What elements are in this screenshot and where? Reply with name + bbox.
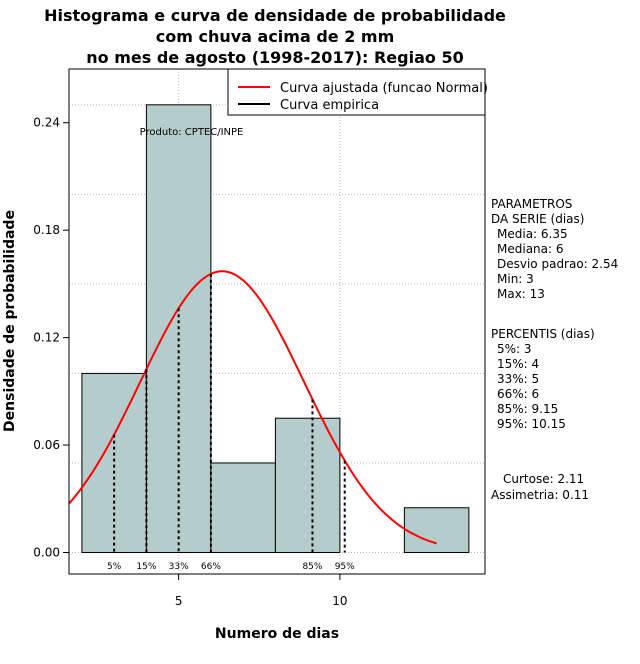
product-annotation: Produto: CPTEC/INPE	[140, 127, 244, 138]
x-tick-label: 10	[332, 594, 347, 608]
percentile-marker-label: 66%	[201, 562, 221, 572]
stat-line: Curtose: 2.11	[503, 472, 584, 486]
params-title-line: PARAMETROS	[491, 197, 572, 211]
params-line: Media: 6.35	[497, 227, 568, 241]
params-title-line: DA SERIE (dias)	[491, 212, 584, 226]
x-axis-label: Numero de dias	[215, 626, 339, 642]
x-tick-label: 5	[175, 594, 183, 608]
percentile-marker-label: 33%	[169, 562, 189, 572]
percentile-marker-label: 15%	[136, 562, 156, 572]
params-line: Desvio padrao: 2.54	[497, 257, 618, 271]
percentis-line: 5%: 3	[497, 342, 532, 356]
percentis-line: 85%: 9.15	[497, 402, 558, 416]
stat-line: Assimetria: 0.11	[491, 488, 589, 502]
percentile-marker-label: 85%	[302, 562, 322, 572]
histogram-bar	[81, 372, 147, 554]
chart-title-line: Histograma e curva de densidade de proba…	[44, 6, 506, 25]
legend-box	[227, 68, 486, 116]
histogram-bar	[210, 462, 276, 554]
histogram-bar	[403, 507, 470, 554]
y-tick-label: 0.00	[33, 546, 60, 560]
y-axis-label: Densidade de probabilidade	[2, 210, 18, 432]
percentile-marker-label: 95%	[335, 562, 355, 572]
y-tick-label: 0.18	[33, 223, 60, 237]
percentis-line: 95%: 10.15	[497, 417, 566, 431]
params-line: Min: 3	[497, 272, 534, 286]
percentis-title: PERCENTIS (dias)	[491, 327, 595, 341]
percentis-line: 66%: 6	[497, 387, 539, 401]
y-tick-label: 0.24	[33, 116, 60, 130]
legend-label: Curva ajustada (funcao Normal)	[280, 81, 488, 96]
percentis-line: 15%: 4	[497, 357, 539, 371]
params-line: Mediana: 6	[497, 242, 564, 256]
y-tick-label: 0.06	[33, 438, 60, 452]
percentile-marker-label: 5%	[107, 562, 122, 572]
y-tick-label: 0.12	[33, 331, 60, 345]
percentis-line: 33%: 5	[497, 372, 539, 386]
histogram-bar	[274, 417, 341, 554]
params-line: Max: 13	[497, 287, 545, 301]
chart-title-line: com chuva acima de 2 mm	[156, 27, 395, 46]
legend-label: Curva empirica	[280, 98, 379, 113]
normal-fit-curve	[68, 270, 437, 545]
chart-title-line: no mes de agosto (1998-2017): Regiao 50	[86, 48, 463, 67]
